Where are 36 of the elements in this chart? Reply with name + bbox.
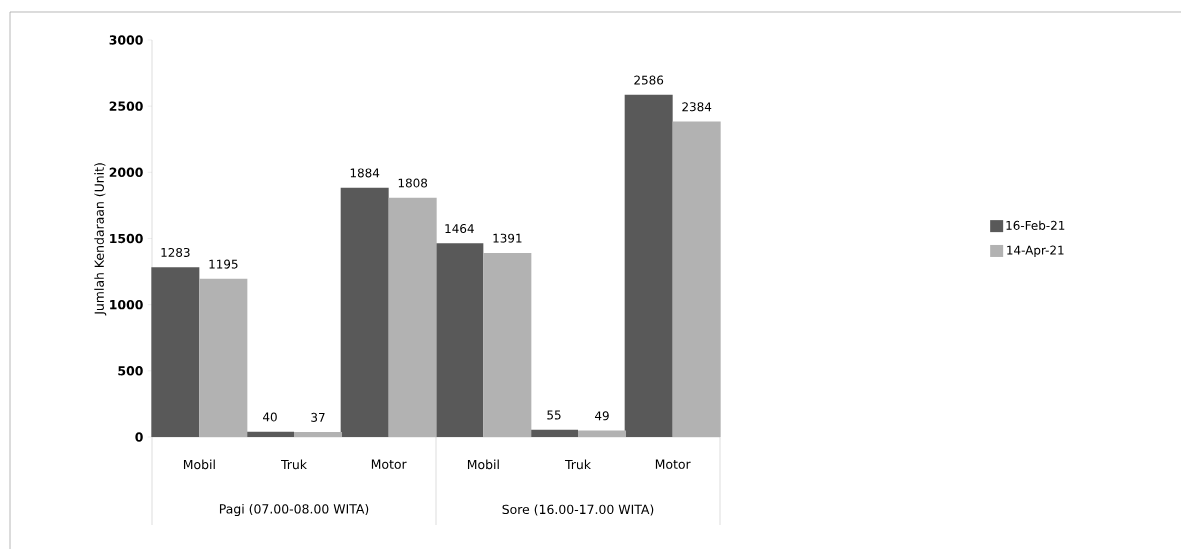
text: Sore (16.00-17.00 WITA) [502, 504, 654, 516]
data-label: 37 [311, 412, 325, 422]
legend-label: 16-Feb-21 [1006, 220, 1065, 230]
text: Pagi (07.00-08.00 WITA) [219, 503, 369, 517]
y-axis-title: Jumlah Kendaraan (Unit) [94, 163, 107, 316]
data-label: 2586 [634, 75, 664, 85]
y-tick-label: 1500 [110, 233, 143, 244]
y-tick-label: 500 [118, 366, 143, 376]
y-tick-label: 2000 [109, 167, 143, 178]
bar [530, 429, 579, 437]
data-label: 1884 [350, 168, 380, 178]
y-tick-label: 0 [135, 432, 143, 442]
data-label: 1195 [209, 259, 238, 269]
x-tick-label: Mobil [183, 459, 215, 470]
bar [624, 94, 673, 437]
data-label: 40 [262, 412, 277, 422]
legend-label: 14-Apr-21 [1007, 245, 1064, 257]
x-tick-label: Motor [655, 459, 691, 469]
bar [246, 431, 295, 437]
data-label: 1283 [161, 247, 190, 257]
x-tick-label: Mobil [467, 459, 499, 470]
data-label: 55 [547, 410, 561, 420]
bar [151, 267, 200, 437]
data-label: 49 [594, 411, 609, 421]
bar [435, 243, 484, 437]
y-tick-label: 3000 [109, 35, 143, 45]
data-label: 1464 [445, 224, 474, 234]
x-tick-label: Truk [564, 459, 591, 470]
y-tick-label: 1000 [110, 299, 143, 310]
y-tick-label: 2500 [109, 101, 143, 111]
x-tick-label: Motor [371, 459, 407, 469]
data-label: 1391 [493, 233, 522, 243]
x-tick-label: Truk [280, 459, 307, 470]
data-label: 1808 [398, 178, 428, 188]
data-label: 2384 [682, 102, 712, 112]
bar [340, 187, 389, 437]
